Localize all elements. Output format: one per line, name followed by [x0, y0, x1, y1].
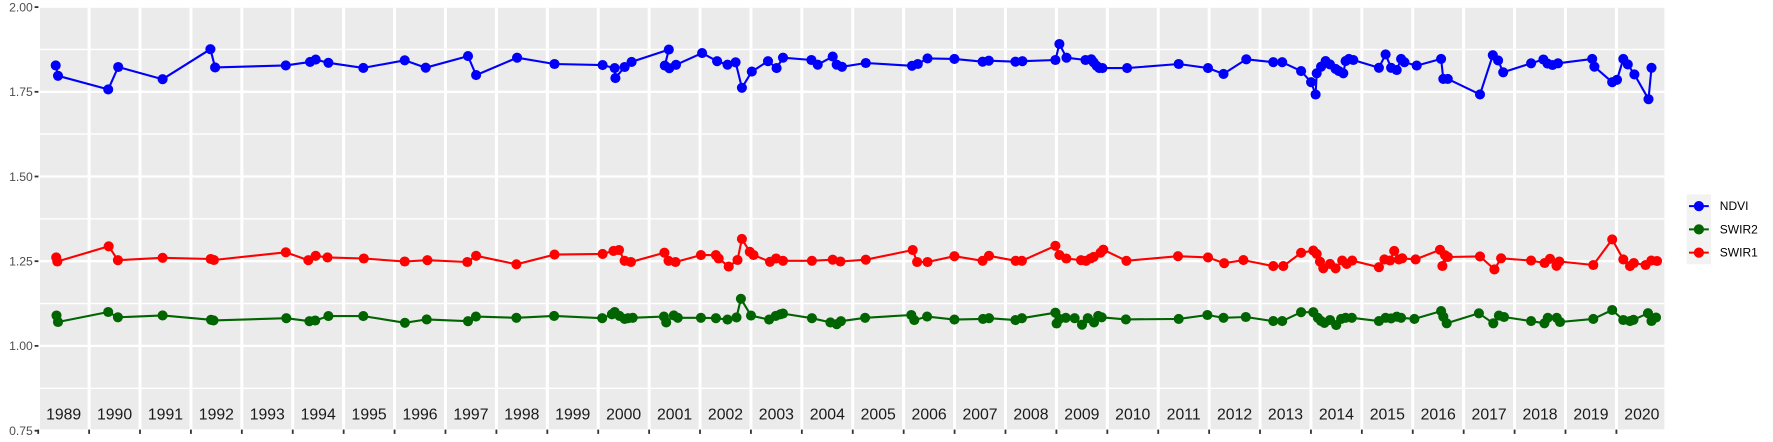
svg-text:2008: 2008 — [1013, 406, 1048, 423]
svg-text:2.00: 2.00 — [9, 0, 33, 14]
svg-text:2012: 2012 — [1217, 406, 1252, 423]
svg-text:2004: 2004 — [810, 406, 845, 423]
svg-text:2017: 2017 — [1472, 406, 1507, 423]
svg-text:SWIR1: SWIR1 — [1720, 246, 1758, 260]
svg-text:NDVI: NDVI — [1720, 199, 1749, 213]
svg-text:1994: 1994 — [301, 406, 336, 423]
svg-text:2010: 2010 — [1115, 406, 1150, 423]
svg-text:1.75: 1.75 — [9, 85, 33, 99]
svg-text:1.50: 1.50 — [9, 170, 33, 184]
svg-text:1998: 1998 — [504, 406, 539, 423]
svg-text:2009: 2009 — [1064, 406, 1099, 423]
svg-text:0.75: 0.75 — [9, 424, 33, 438]
svg-text:2020: 2020 — [1624, 406, 1659, 423]
svg-text:2013: 2013 — [1268, 406, 1303, 423]
svg-text:1.00: 1.00 — [9, 339, 33, 353]
svg-text:2006: 2006 — [912, 406, 947, 423]
svg-text:1.25: 1.25 — [9, 255, 33, 269]
svg-text:2019: 2019 — [1573, 406, 1608, 423]
svg-text:2018: 2018 — [1522, 406, 1557, 423]
svg-text:2016: 2016 — [1421, 406, 1456, 423]
svg-text:2002: 2002 — [708, 406, 743, 423]
svg-text:1992: 1992 — [199, 406, 234, 423]
svg-text:2001: 2001 — [657, 406, 692, 423]
svg-text:1995: 1995 — [352, 406, 387, 423]
svg-text:1990: 1990 — [97, 406, 132, 423]
svg-text:1999: 1999 — [555, 406, 590, 423]
svg-text:2014: 2014 — [1319, 406, 1354, 423]
svg-text:1989: 1989 — [46, 406, 81, 423]
svg-text:2005: 2005 — [861, 406, 896, 423]
svg-text:1993: 1993 — [250, 406, 285, 423]
svg-text:1991: 1991 — [148, 406, 183, 423]
svg-text:2000: 2000 — [606, 406, 641, 423]
svg-text:2003: 2003 — [759, 406, 794, 423]
svg-text:2007: 2007 — [962, 406, 997, 423]
svg-text:2011: 2011 — [1167, 406, 1201, 423]
svg-text:SWIR2: SWIR2 — [1720, 222, 1758, 236]
svg-text:1997: 1997 — [453, 406, 488, 423]
svg-text:2015: 2015 — [1370, 406, 1405, 423]
svg-text:1996: 1996 — [402, 406, 437, 423]
